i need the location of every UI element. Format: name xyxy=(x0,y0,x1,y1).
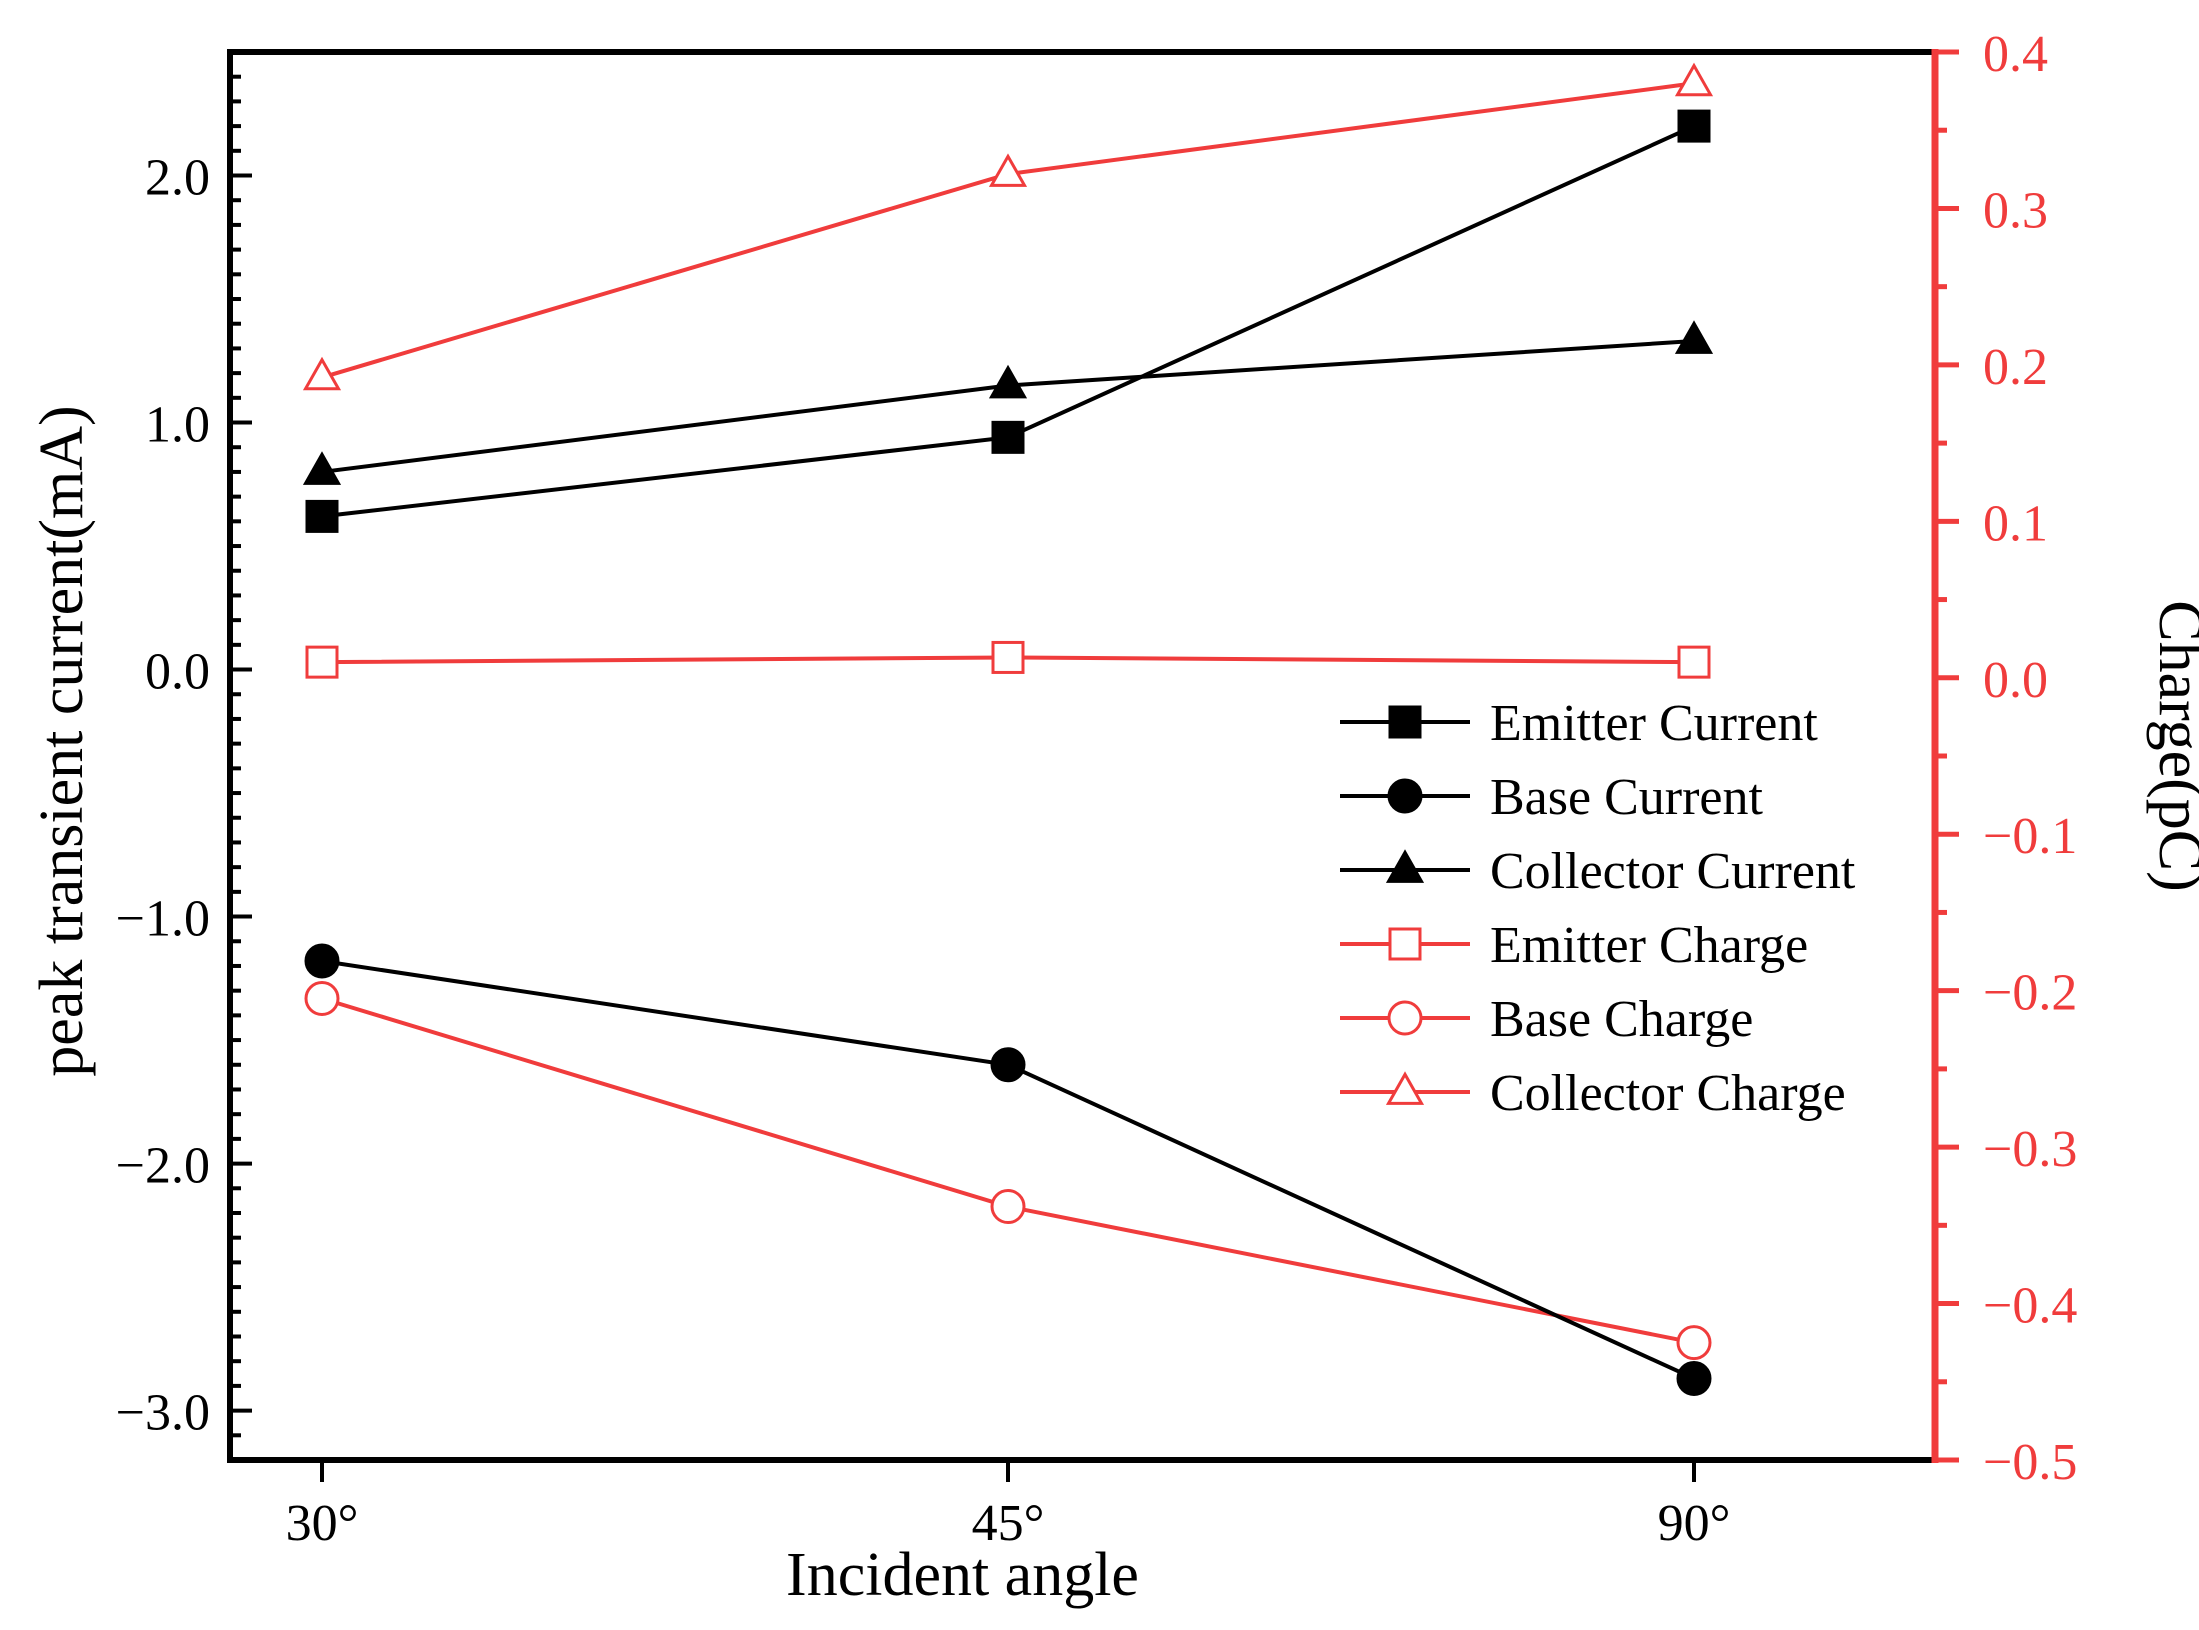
y2-tick-label: −0.5 xyxy=(1983,1434,2077,1491)
emitter-current-point xyxy=(305,499,339,533)
y2-tick-label: −0.3 xyxy=(1983,1121,2077,1178)
base-current-point xyxy=(990,1047,1026,1083)
base-charge-point xyxy=(1676,1325,1712,1361)
y2-tick-label: −0.1 xyxy=(1983,808,2077,865)
legend-marker-emitter-current xyxy=(1388,705,1422,739)
series-markers xyxy=(302,62,1714,1396)
y2-axis-title: Charge(pC) xyxy=(2146,600,2199,892)
base-charge-point xyxy=(304,980,340,1016)
collector-current-point xyxy=(988,364,1028,399)
y2-tick-label: 0.2 xyxy=(1983,339,2048,396)
emitter-current-point xyxy=(991,420,1025,454)
y2-tick-label: 0.4 xyxy=(1983,26,2048,83)
legend-marker-base-current xyxy=(1387,778,1423,814)
y-tick-label: −2.0 xyxy=(116,1138,210,1195)
base-current-point xyxy=(1676,1360,1712,1396)
y-tick-label: 2.0 xyxy=(145,150,210,207)
y2-tick-label: 0.0 xyxy=(1983,652,2048,709)
legend-label-base-current: Base Current xyxy=(1490,769,1763,826)
legend-marker-base-charge xyxy=(1387,1000,1423,1036)
collector-charge-point xyxy=(302,356,342,391)
legend-label-emitter-charge: Emitter Charge xyxy=(1490,917,1808,974)
collector-current-point xyxy=(302,451,342,485)
y2-tick-label: 0.1 xyxy=(1983,495,2048,552)
y-tick-label: −1.0 xyxy=(116,891,210,948)
base-current-line xyxy=(321,959,1695,1381)
axes: 2.0 1.0 0.0 −1.0 −2.0 −3.0 0.4 0.3 0.2 0.1 0.0 −0.1… xyxy=(116,26,2078,1552)
legend-label-base-charge: Base Charge xyxy=(1490,991,1753,1048)
y-tick-label: 1.0 xyxy=(145,397,210,454)
emitter-charge-point xyxy=(305,645,339,679)
legend-marker-collector-current xyxy=(1385,849,1425,883)
legend: Emitter Current Base Current Collector Cur… xyxy=(1340,695,1856,1122)
legend-label-collector-current: Collector Current xyxy=(1490,843,1856,900)
legend-label-collector-charge: Collector Charge xyxy=(1490,1065,1846,1122)
legend-marker-emitter-charge xyxy=(1388,927,1422,961)
y-axis-title: peak transient current(mA) xyxy=(28,405,96,1076)
base-charge-point xyxy=(990,1189,1026,1225)
y2-tick-label: 0.3 xyxy=(1983,182,2048,239)
x-tick-label: 30° xyxy=(286,1495,359,1552)
emitter-charge-point xyxy=(991,640,1025,674)
y2-tick-label: −0.4 xyxy=(1983,1278,2077,1335)
y-tick-label: 0.0 xyxy=(145,644,210,701)
y2-tick-label: −0.2 xyxy=(1983,965,2077,1022)
emitter-charge-point xyxy=(1677,645,1711,679)
x-tick-label: 90° xyxy=(1658,1495,1731,1552)
base-current-point xyxy=(304,943,340,979)
collector-charge-point xyxy=(988,153,1028,187)
series-lines xyxy=(321,81,1695,1381)
legend-marker-collector-charge xyxy=(1385,1071,1425,1105)
x-axis-title: Incident angle xyxy=(786,1541,1139,1609)
x-tick-label: 45° xyxy=(972,1495,1045,1552)
collector-charge-point xyxy=(1674,62,1714,97)
legend-label-emitter-current: Emitter Current xyxy=(1490,695,1818,752)
collector-current-point xyxy=(1674,320,1714,354)
emitter-current-point xyxy=(1677,109,1711,143)
y-tick-label: −3.0 xyxy=(116,1385,210,1442)
collector-charge-line xyxy=(321,81,1695,380)
